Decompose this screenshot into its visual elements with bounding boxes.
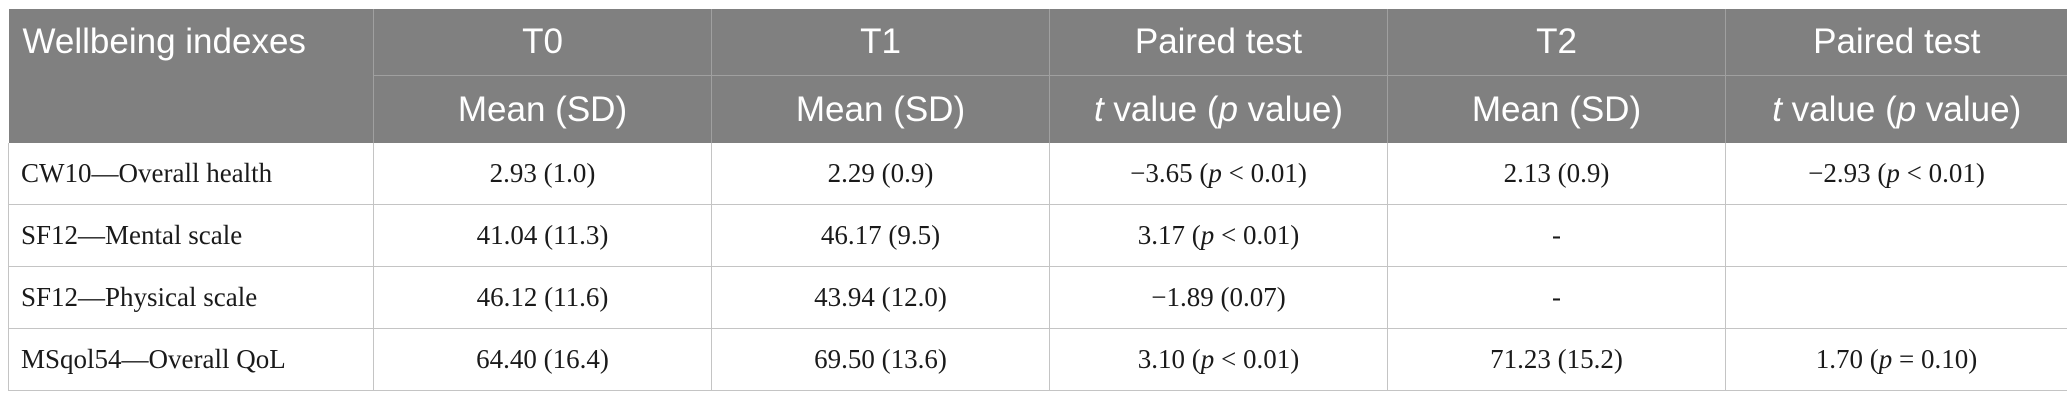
wellbeing-table: Wellbeing indexes T0 T1 Paired test T2 P… [8, 9, 2067, 391]
cell-paired2: 1.70 (p = 0.10) [1725, 328, 2067, 391]
cell-t1: 43.94 (12.0) [711, 266, 1050, 329]
header-row-2: Mean (SD) Mean (SD) t value (p value) Me… [9, 75, 2067, 143]
cell-paired1: −3.65 (p < 0.01) [1049, 143, 1388, 205]
row-label: SF12—Mental scale [8, 204, 374, 267]
header-t2: T2 [1387, 9, 1726, 76]
cell-t2: 71.23 (15.2) [1387, 328, 1726, 391]
subheader-paired2-t-value: t value (p value) [1725, 75, 2067, 143]
cell-paired1: 3.17 (p < 0.01) [1049, 204, 1388, 267]
table-row: MSqol54—Overall QoL 64.40 (16.4) 69.50 (… [8, 328, 2067, 391]
subheader-t1-mean-sd: Mean (SD) [711, 75, 1050, 143]
cell-t0: 41.04 (11.3) [373, 204, 712, 267]
cell-t1: 69.50 (13.6) [711, 328, 1050, 391]
table-row: SF12—Physical scale 46.12 (11.6) 43.94 (… [8, 266, 2067, 329]
table-row: CW10—Overall health 2.93 (1.0) 2.29 (0.9… [8, 143, 2067, 205]
header-row-1: Wellbeing indexes T0 T1 Paired test T2 P… [8, 9, 2067, 143]
cell-t0: 2.93 (1.0) [373, 143, 712, 205]
cell-t2: 2.13 (0.9) [1387, 143, 1726, 205]
header-paired-test-1: Paired test [1049, 9, 1388, 76]
row-label: MSqol54—Overall QoL [8, 328, 374, 391]
cell-t2: - [1387, 204, 1726, 267]
cell-t0: 46.12 (11.6) [373, 266, 712, 329]
header-t0: T0 [373, 9, 712, 76]
cell-paired1: 3.10 (p < 0.01) [1049, 328, 1388, 391]
cell-t0: 64.40 (16.4) [373, 328, 712, 391]
row-label: SF12—Physical scale [8, 266, 374, 329]
table-header: Wellbeing indexes T0 T1 Paired test T2 P… [8, 9, 2067, 143]
subheader-paired1-t-value: t value (p value) [1049, 75, 1388, 143]
cell-t1: 2.29 (0.9) [711, 143, 1050, 205]
row-label: CW10—Overall health [8, 143, 374, 205]
cell-t2: - [1387, 266, 1726, 329]
cell-paired2 [1725, 266, 2067, 329]
subheader-t2-mean-sd: Mean (SD) [1387, 75, 1726, 143]
cell-paired2 [1725, 204, 2067, 267]
cell-paired2: −2.93 (p < 0.01) [1725, 143, 2067, 205]
header-t1: T1 [711, 9, 1050, 76]
cell-t1: 46.17 (9.5) [711, 204, 1050, 267]
table-row: SF12—Mental scale 41.04 (11.3) 46.17 (9.… [8, 204, 2067, 267]
subheader-t0-mean-sd: Mean (SD) [373, 75, 712, 143]
table-body: CW10—Overall health 2.93 (1.0) 2.29 (0.9… [8, 143, 2067, 391]
cell-paired1: −1.89 (0.07) [1049, 266, 1388, 329]
header-wellbeing-indexes: Wellbeing indexes [8, 9, 374, 143]
header-paired-test-2: Paired test [1725, 9, 2067, 76]
